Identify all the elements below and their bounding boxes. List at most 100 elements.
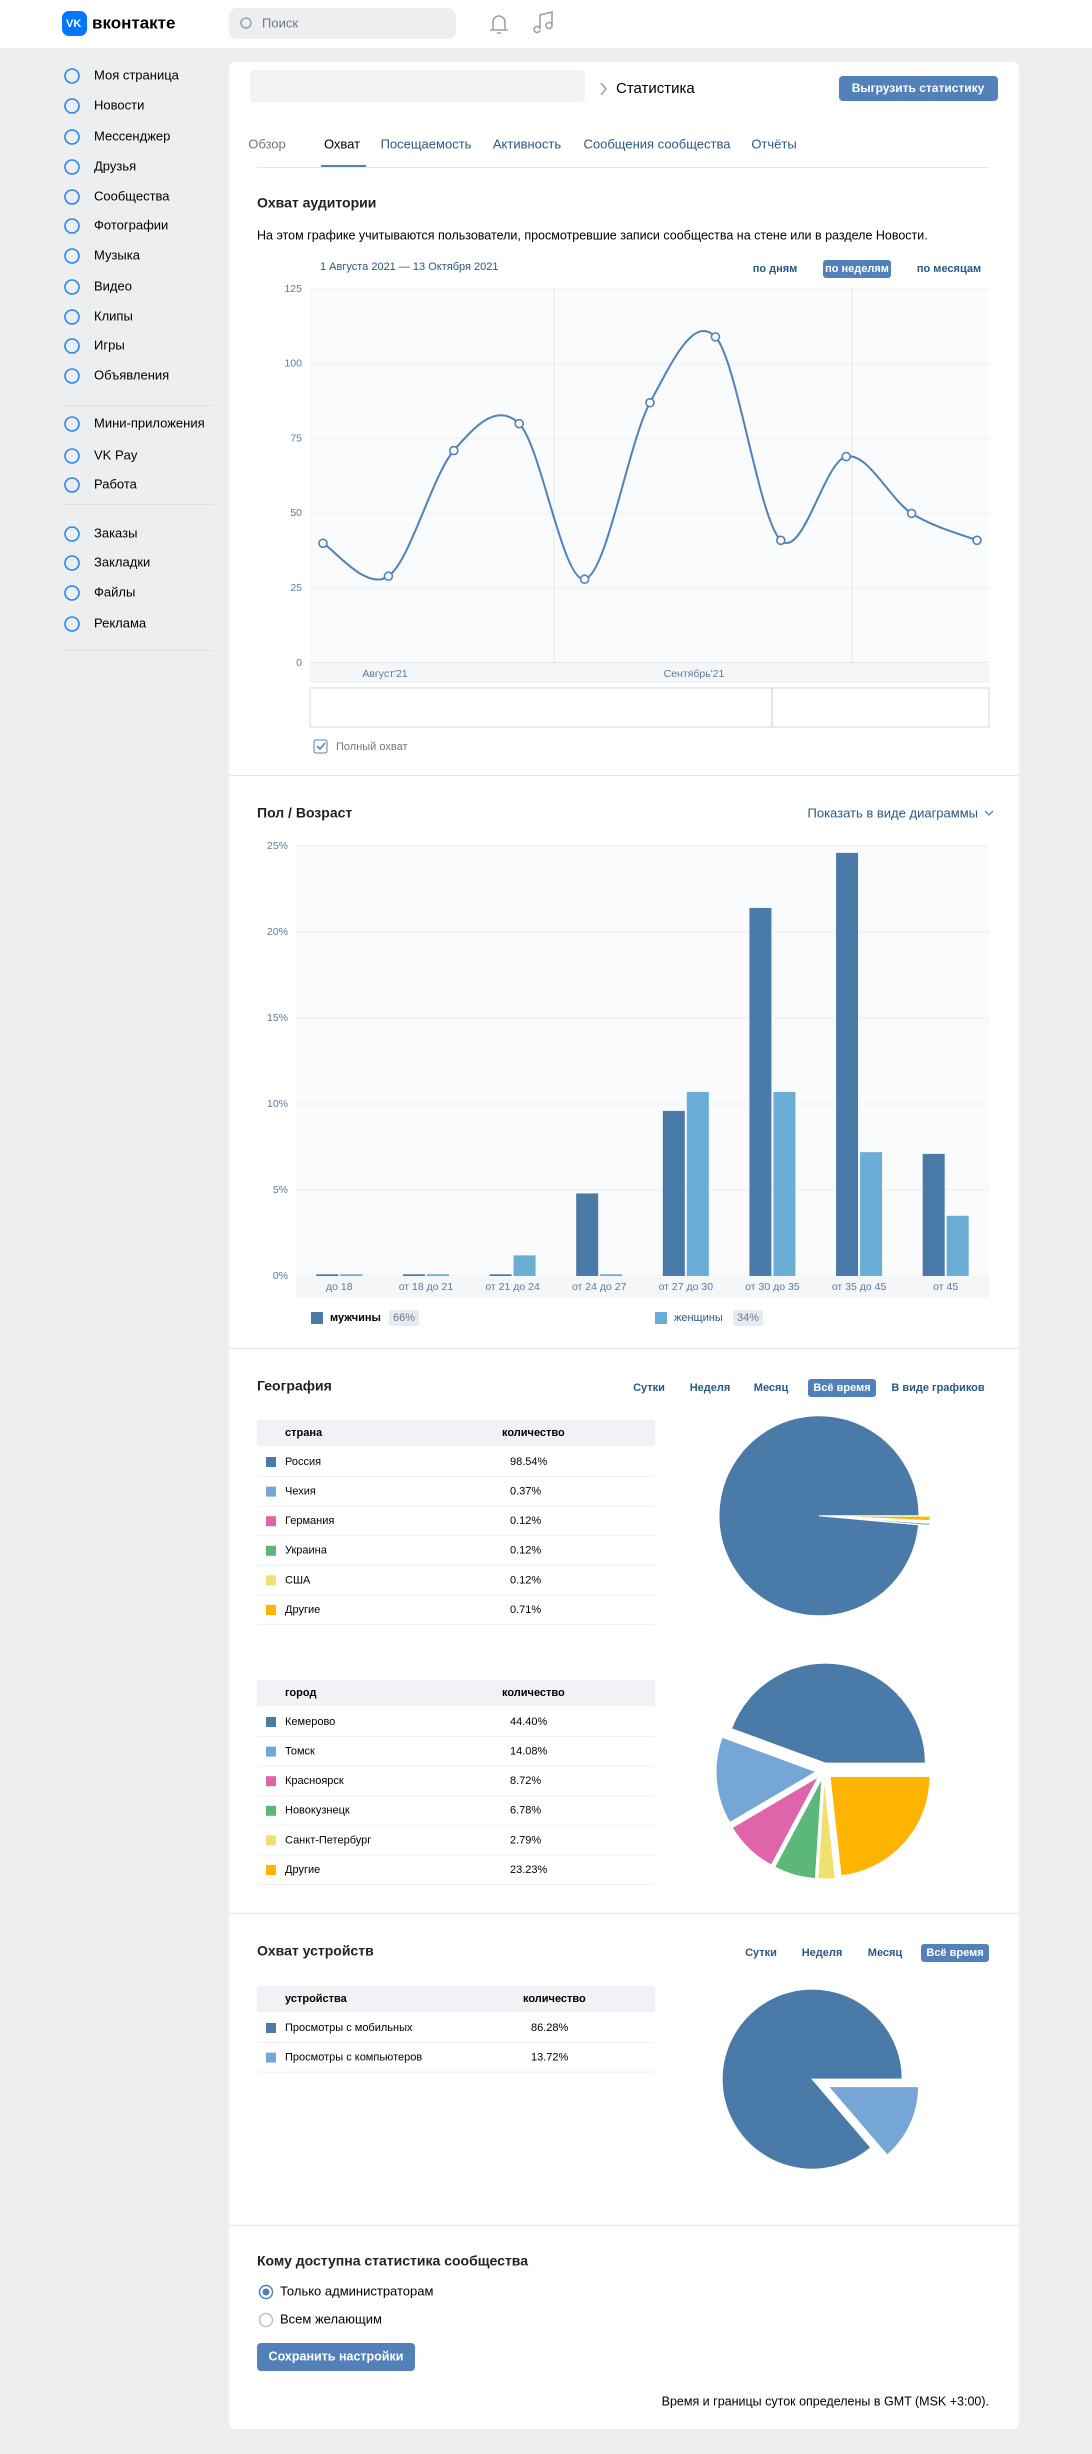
save-button-label[interactable]: Сохранить настройки bbox=[269, 2349, 404, 2363]
search-box[interactable] bbox=[229, 8, 456, 39]
menu-icon[interactable] bbox=[64, 98, 80, 114]
menu-icon[interactable] bbox=[64, 159, 80, 175]
line-point[interactable] bbox=[906, 508, 917, 519]
menu-item[interactable]: Видео bbox=[94, 278, 132, 293]
menu-icon[interactable] bbox=[64, 218, 80, 234]
page-title: Статистика bbox=[616, 80, 695, 97]
period-button[interactable]: по дням bbox=[753, 263, 798, 275]
pie-slice[interactable] bbox=[721, 1988, 903, 2170]
menu-icon[interactable] bbox=[64, 189, 80, 205]
line-point[interactable] bbox=[514, 418, 525, 429]
menu-icon[interactable] bbox=[64, 555, 80, 571]
period-button[interactable]: В виде графиков bbox=[891, 1382, 985, 1394]
line-point[interactable] bbox=[579, 574, 590, 585]
logo-icon[interactable] bbox=[62, 11, 87, 36]
tab[interactable]: Активность bbox=[493, 136, 561, 151]
navigator[interactable] bbox=[309, 687, 990, 728]
export-button[interactable] bbox=[839, 76, 998, 101]
legend-label[interactable]: мужчины bbox=[330, 1312, 381, 1324]
period-button[interactable]: Месяц bbox=[754, 1382, 789, 1394]
line-point[interactable] bbox=[710, 332, 721, 342]
line-point[interactable] bbox=[645, 397, 655, 408]
menu-item[interactable]: Клипы bbox=[94, 308, 133, 323]
line-point[interactable] bbox=[318, 538, 328, 549]
pie-slice[interactable] bbox=[829, 1515, 931, 1522]
menu-item[interactable]: Заказы bbox=[94, 525, 137, 540]
menu-icon[interactable] bbox=[64, 129, 80, 145]
period-button[interactable]: Неделя bbox=[802, 1947, 843, 1959]
date-range[interactable]: 1 Августа 2021 — 13 Октября 2021 bbox=[320, 261, 498, 273]
legend-swatch bbox=[266, 1575, 276, 1586]
menu-item[interactable]: Сообщества bbox=[94, 188, 170, 203]
radio[interactable] bbox=[258, 2312, 274, 2328]
menu-icon[interactable] bbox=[64, 416, 80, 432]
tab[interactable]: Обзор bbox=[248, 136, 286, 151]
menu-item[interactable]: Моя страница bbox=[94, 67, 180, 82]
menu-icon[interactable] bbox=[64, 368, 80, 384]
period-button[interactable]: Сутки bbox=[633, 1382, 665, 1394]
menu-icon[interactable] bbox=[64, 448, 80, 464]
period-button[interactable]: Всё время bbox=[926, 1947, 983, 1959]
menu-item[interactable]: Файлы bbox=[94, 584, 135, 599]
radio-label[interactable]: Всем желающим bbox=[280, 2311, 382, 2326]
export-button-label[interactable]: Выгрузить статистику bbox=[852, 81, 985, 95]
menu-item[interactable]: Музыка bbox=[94, 247, 141, 262]
save-button[interactable] bbox=[257, 2343, 415, 2371]
menu-item[interactable]: Новости bbox=[94, 97, 144, 112]
legend-swatch[interactable] bbox=[311, 1312, 323, 1324]
menu-icon[interactable] bbox=[64, 68, 80, 84]
menu-item[interactable]: VK Pay bbox=[94, 447, 138, 462]
period-button-active[interactable] bbox=[808, 1379, 876, 1397]
menu-item[interactable]: Мессенджер bbox=[94, 128, 170, 143]
pie-slice[interactable] bbox=[829, 1775, 931, 1877]
menu-icon[interactable] bbox=[64, 477, 80, 493]
period-button[interactable]: по неделям bbox=[825, 263, 889, 275]
pie-slice[interactable] bbox=[731, 1775, 820, 1866]
tab[interactable]: Отчёты bbox=[751, 136, 796, 151]
period-button[interactable]: по месяцам bbox=[917, 263, 981, 275]
menu-icon[interactable] bbox=[64, 338, 80, 354]
period-button-active[interactable] bbox=[921, 1944, 989, 1962]
tab[interactable]: Охват bbox=[324, 136, 360, 151]
line-point[interactable] bbox=[383, 571, 394, 582]
checkbox-label[interactable]: Полный охват bbox=[336, 741, 408, 753]
pie-slice[interactable] bbox=[774, 1778, 823, 1880]
period-button[interactable]: Месяц bbox=[868, 1947, 903, 1959]
radio-label[interactable]: Только администраторам bbox=[280, 2283, 433, 2298]
menu-item[interactable]: Объявления bbox=[94, 367, 169, 382]
checkbox[interactable] bbox=[313, 739, 328, 754]
line-point[interactable] bbox=[972, 535, 982, 546]
line-point[interactable] bbox=[841, 451, 852, 462]
bell-icon[interactable] bbox=[490, 15, 508, 34]
pie-slice[interactable] bbox=[718, 1415, 920, 1617]
period-button[interactable]: Неделя bbox=[690, 1382, 731, 1394]
pie-slice[interactable] bbox=[715, 1736, 818, 1824]
period-button[interactable]: Всё время bbox=[813, 1382, 870, 1394]
menu-icon[interactable] bbox=[64, 616, 80, 632]
pie-slice[interactable] bbox=[817, 1778, 836, 1880]
legend-label[interactable]: женщины bbox=[674, 1312, 723, 1324]
menu-item[interactable]: Друзья bbox=[94, 158, 136, 173]
menu-icon[interactable] bbox=[64, 585, 80, 601]
pie-slice[interactable] bbox=[730, 1662, 926, 1764]
pie-slice[interactable] bbox=[827, 2086, 920, 2156]
legend-swatch[interactable] bbox=[655, 1312, 667, 1324]
line-point[interactable] bbox=[775, 535, 786, 546]
menu-icon[interactable] bbox=[64, 526, 80, 542]
menu-item[interactable]: Реклама bbox=[94, 615, 147, 630]
line-point[interactable] bbox=[448, 445, 459, 456]
menu-item[interactable]: Закладки bbox=[94, 554, 150, 569]
menu-icon[interactable] bbox=[64, 279, 80, 295]
music-icon[interactable] bbox=[533, 10, 553, 34]
tab[interactable]: Посещаемость bbox=[381, 136, 472, 151]
period-button[interactable]: Сутки bbox=[745, 1947, 777, 1959]
menu-icon[interactable] bbox=[64, 309, 80, 325]
chart-toggle[interactable]: Показать в виде диаграммы bbox=[808, 805, 979, 820]
period-button-active[interactable] bbox=[823, 260, 891, 278]
menu-item[interactable]: Фотографии bbox=[94, 217, 168, 232]
menu-item[interactable]: Мини-приложения bbox=[94, 415, 205, 430]
menu-item[interactable]: Работа bbox=[94, 476, 138, 491]
tab[interactable]: Сообщения сообщества bbox=[584, 136, 732, 151]
menu-icon[interactable] bbox=[64, 248, 80, 264]
menu-item[interactable]: Игры bbox=[94, 337, 125, 352]
